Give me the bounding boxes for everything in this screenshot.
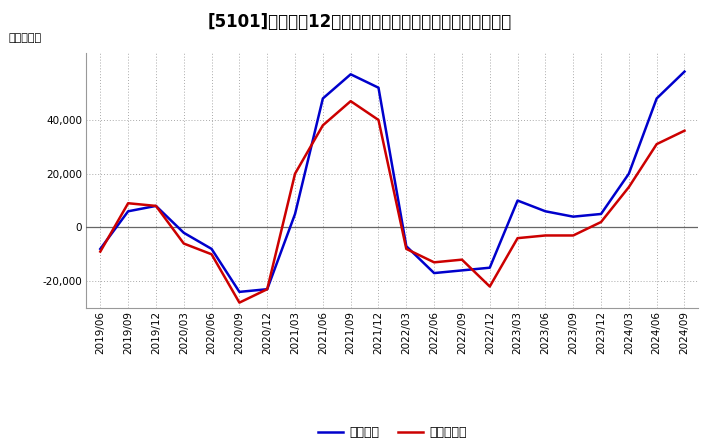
当期純利益: [374, 117, 383, 123]
経常利益: [346, 72, 355, 77]
経常利益: [235, 289, 243, 294]
当期純利益: [346, 99, 355, 104]
経常利益: [318, 96, 327, 101]
当期純利益: [207, 252, 216, 257]
当期純利益: [402, 246, 410, 252]
経常利益: [458, 268, 467, 273]
当期純利益: [124, 201, 132, 206]
経常利益: [152, 203, 161, 209]
経常利益: [430, 271, 438, 276]
当期純利益: [624, 184, 633, 190]
当期純利益: [96, 249, 104, 254]
Y-axis label: （百万円）: （百万円）: [9, 33, 42, 43]
Line: 経常利益: 経常利益: [100, 72, 685, 292]
当期純利益: [430, 260, 438, 265]
Line: 当期純利益: 当期純利益: [100, 101, 685, 303]
経常利益: [513, 198, 522, 203]
経常利益: [291, 211, 300, 216]
当期純利益: [179, 241, 188, 246]
当期純利益: [652, 142, 661, 147]
経常利益: [374, 85, 383, 90]
当期純利益: [569, 233, 577, 238]
Text: [5101]　利益の12か月移動合計の対前年同期増減額の推移: [5101] 利益の12か月移動合計の対前年同期増減額の推移: [208, 13, 512, 31]
Legend: 経常利益, 当期純利益: 経常利益, 当期純利益: [313, 422, 472, 440]
当期純利益: [680, 128, 689, 133]
当期純利益: [318, 123, 327, 128]
経常利益: [96, 246, 104, 252]
経常利益: [485, 265, 494, 270]
当期純利益: [291, 171, 300, 176]
経常利益: [263, 286, 271, 292]
当期純利益: [263, 286, 271, 292]
経常利益: [624, 171, 633, 176]
経常利益: [179, 230, 188, 235]
当期純利益: [541, 233, 550, 238]
経常利益: [541, 209, 550, 214]
当期純利益: [597, 220, 606, 225]
当期純利益: [485, 284, 494, 289]
当期純利益: [152, 203, 161, 209]
経常利益: [680, 69, 689, 74]
経常利益: [652, 96, 661, 101]
経常利益: [207, 246, 216, 252]
当期純利益: [513, 235, 522, 241]
経常利益: [124, 209, 132, 214]
当期純利益: [235, 300, 243, 305]
経常利益: [569, 214, 577, 219]
当期純利益: [458, 257, 467, 262]
経常利益: [597, 211, 606, 216]
経常利益: [402, 244, 410, 249]
